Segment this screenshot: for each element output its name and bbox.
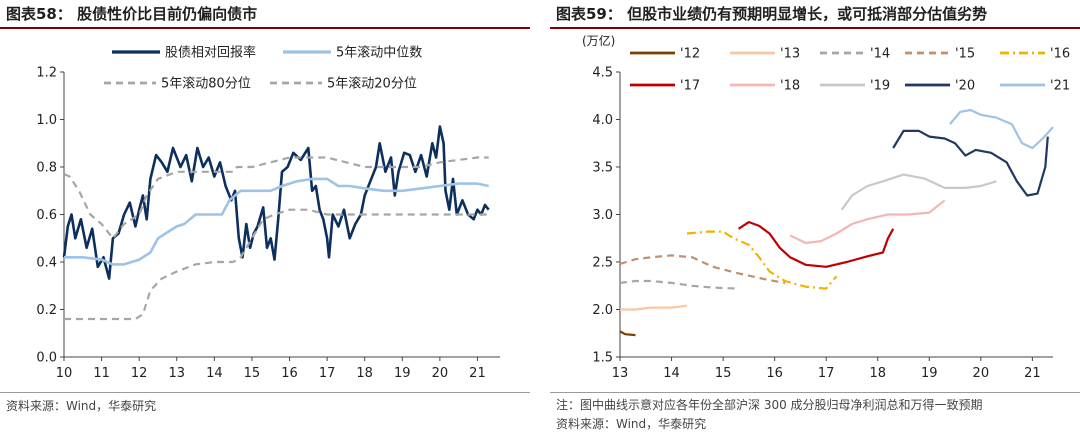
legend-label-8: '19 [870,79,890,94]
right-note-text: 注：图中曲线示意对应各年份全部沪深 300 成分股归母净利润总和万得一致预期 [556,398,983,412]
x-tick-label: 11 [93,366,110,381]
y-tick-label: 3.5 [592,161,613,176]
series-line-7 [789,199,946,245]
series-line-8 [840,173,997,211]
y-unit-label: (万亿) [582,33,615,48]
x-tick-label: 20 [973,366,990,381]
series-line-5 [686,230,838,290]
right-chart-svg: 1.5 2.0 2.5 3.0 3.5 4.0 4.5 13 14 15 16 17 18 19 20 21 (… [582,33,1070,381]
legend-label-3: '14 [870,47,890,62]
x-tick-label: 10 [56,366,73,381]
left-chart-svg: 0.0 0.2 0.4 0.6 0.8 1.0 1.2 10 11 12 13 14 15 16 17 18 1… [36,45,500,381]
legend-label-10: '21 [1050,79,1070,94]
series-line-4 [64,208,489,321]
x-tick-label: 18 [356,366,373,381]
legend-label-5: '16 [1050,47,1070,62]
y-tick-label: 2.0 [592,303,613,318]
y-tick-label: 0.0 [36,351,57,366]
series-line-6 [738,221,895,268]
y-tick-label: 1.0 [36,113,57,128]
legend-label-3: 5年滚动80分位 [161,76,251,92]
series-line-10 [949,108,1054,150]
legend-label-6: '17 [680,79,700,94]
y-tick-label: 4.5 [592,66,613,81]
x-tick-label: 12 [131,366,148,381]
series-line-2 [64,177,489,266]
series-line-2 [620,304,688,311]
x-tick-label: 14 [206,366,223,381]
legend-label-1: 股债相对回报率 [165,45,256,61]
left-source-text: 资料来源：Wind，华泰研究 [6,399,157,413]
series-line-4 [619,254,786,284]
left-bottom-rule [0,392,530,393]
right-chart-title: 图表59： 但股市业绩仍有预期明显增长，或可抵消部分估值劣势 [556,5,988,23]
left-title-rule [0,27,530,29]
x-tick-label: 21 [469,366,486,381]
x-tick-label: 15 [715,366,732,381]
y-tick-label: 0.2 [36,303,57,318]
x-tick-label: 17 [319,366,336,381]
y-tick-label: 3.0 [592,208,613,223]
y-tick-label: 0.4 [36,256,57,271]
x-tick-label: 21 [1024,366,1041,381]
left-chart-title: 图表58： 股债性价比目前仍偏向债市 [6,5,258,23]
x-tick-label: 18 [869,366,886,381]
right-title-rule [550,27,1080,29]
legend-label-7: '18 [780,79,800,94]
y-tick-label: 0.6 [36,208,57,223]
legend-label-2: 5年滚动中位数 [336,45,422,61]
y-tick-label: 4.0 [592,113,613,128]
series-line-3 [63,156,489,240]
x-tick-label: 13 [168,366,185,381]
x-tick-label: 17 [818,366,835,381]
series-line-1 [619,330,636,337]
legend-label-2: '13 [780,47,800,62]
series-line-9 [892,129,1049,197]
right-chart-panel: 图表59： 但股市业绩仍有预期明显增长，或可抵消部分估值劣势 1.5 2.0 2.5… [550,0,1080,435]
series-line-3 [619,279,739,290]
x-tick-label: 15 [244,366,261,381]
x-tick-label: 19 [921,366,938,381]
legend-label-9: '20 [955,79,975,94]
x-tick-label: 20 [432,366,449,381]
series-line-1 [62,125,490,280]
x-tick-label: 16 [281,366,298,381]
x-tick-label: 14 [663,366,680,381]
left-chart-panel: 图表58： 股债性价比目前仍偏向债市 0.0 0.2 0.4 0.6 0.8 1.0 1.2… [0,0,530,435]
y-tick-label: 2.5 [592,256,613,271]
y-tick-label: 1.5 [592,351,613,366]
legend-label-4: 5年滚动20分位 [327,76,417,92]
x-tick-label: 16 [766,366,783,381]
y-tick-label: 1.2 [36,66,57,81]
x-tick-label: 13 [612,366,629,381]
legend-label-4: '15 [955,47,975,62]
right-source-text: 资料来源：Wind，华泰研究 [556,417,707,431]
right-bottom-rule [550,392,1080,393]
legend-label-1: '12 [680,47,700,62]
x-tick-label: 19 [394,366,411,381]
y-tick-label: 0.8 [36,161,57,176]
